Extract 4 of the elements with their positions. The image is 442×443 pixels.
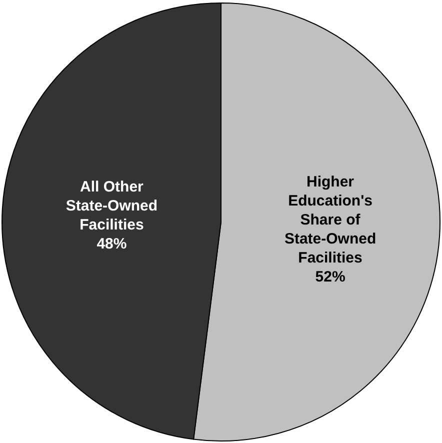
slice-label: Higher Education's Share of State-Owned Facilities: [284, 173, 376, 266]
data-label: 52%: [315, 268, 346, 286]
data-label: 48%: [96, 236, 127, 253]
slice-label: All Other State-Owned Facilities: [66, 178, 158, 234]
